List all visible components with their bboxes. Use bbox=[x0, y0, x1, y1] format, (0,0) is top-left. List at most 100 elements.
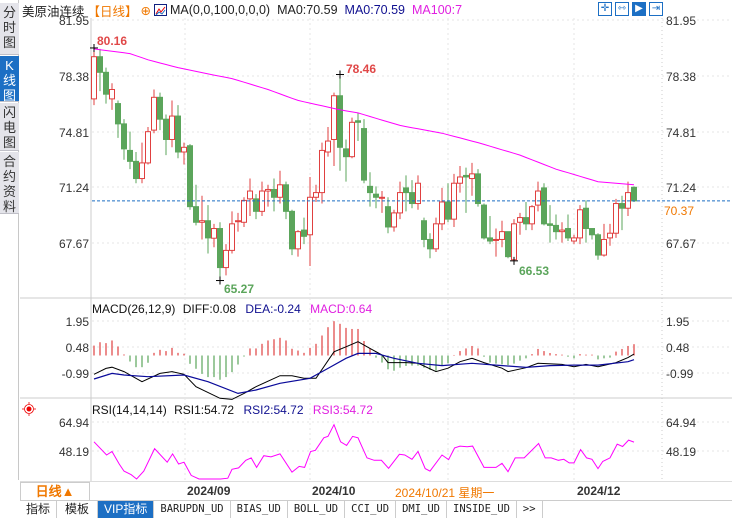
candle-body bbox=[271, 188, 277, 198]
low-annotation: 65.27 bbox=[224, 282, 254, 296]
candle-body bbox=[295, 231, 301, 250]
period-label: 【日线】 bbox=[87, 4, 138, 19]
tab-cci-ud[interactable]: CCI_UD bbox=[345, 501, 397, 518]
candle bbox=[199, 195, 205, 240]
candle bbox=[229, 211, 235, 254]
circle-plus-icon[interactable]: ⊕ bbox=[140, 3, 152, 18]
rsi-line bbox=[93, 423, 635, 480]
right-price-label: 81.95 bbox=[666, 14, 696, 28]
low-annotation: 66.53 bbox=[519, 264, 549, 278]
side-tab-intraday[interactable]: 分时图 bbox=[0, 3, 19, 55]
candle-body bbox=[301, 229, 307, 237]
candle bbox=[631, 186, 637, 202]
tab-templates[interactable]: 模板 bbox=[57, 501, 99, 518]
left-price-label: 67.67 bbox=[59, 237, 89, 251]
candle bbox=[529, 205, 535, 231]
candle bbox=[235, 212, 241, 232]
candle-body bbox=[367, 185, 373, 194]
candle-body bbox=[577, 209, 583, 239]
ma-params: MA(0,0,100,0,0,0) bbox=[170, 3, 271, 17]
candle-body bbox=[325, 140, 331, 153]
candle bbox=[337, 74, 343, 171]
tab-dmi-ud[interactable]: DMI_UD bbox=[396, 501, 447, 518]
candle-body bbox=[415, 182, 421, 205]
rsi3-value: RSI3:54.72 bbox=[313, 403, 373, 417]
candle-body bbox=[193, 206, 199, 223]
candle bbox=[385, 197, 391, 234]
ma100-value: MA100:7 bbox=[412, 3, 463, 17]
candle bbox=[295, 230, 301, 257]
candle-body bbox=[607, 232, 613, 239]
rsi-axis-label: 48.19 bbox=[59, 445, 89, 459]
candle bbox=[163, 114, 169, 156]
rsi-axis-label: 48.19 bbox=[666, 445, 696, 459]
candle-body bbox=[343, 148, 349, 158]
candle bbox=[289, 209, 295, 256]
candle-body bbox=[469, 173, 475, 180]
candle-body bbox=[241, 199, 247, 223]
candle-body bbox=[535, 190, 541, 206]
candle-body bbox=[511, 223, 517, 261]
candle bbox=[415, 175, 421, 210]
macd-axis-label: -0.99 bbox=[666, 367, 694, 381]
tab-inside-ud[interactable]: INSIDE_UD bbox=[447, 501, 517, 518]
candle bbox=[541, 183, 547, 226]
period-selector[interactable]: 日线▲ bbox=[20, 482, 90, 501]
range-select-icon[interactable]: ⇿ bbox=[615, 2, 629, 16]
rsi-axis-label: 64.94 bbox=[666, 416, 696, 430]
candle bbox=[151, 89, 157, 134]
high-annotation: 78.46 bbox=[346, 62, 376, 76]
candle-body bbox=[499, 231, 505, 240]
left-price-label: 81.95 bbox=[59, 14, 89, 28]
candle-body bbox=[529, 206, 535, 225]
candle-body bbox=[493, 238, 499, 241]
candle bbox=[391, 209, 397, 232]
candle bbox=[409, 180, 415, 209]
candle-body bbox=[445, 201, 451, 220]
candle bbox=[475, 169, 481, 207]
candle bbox=[247, 178, 253, 217]
candle bbox=[487, 216, 493, 245]
candle-body bbox=[109, 89, 115, 100]
candle bbox=[625, 181, 631, 217]
candle-body bbox=[223, 249, 229, 269]
jump-end-icon[interactable]: ⇥ bbox=[649, 2, 663, 16]
high-annotation: 80.16 bbox=[97, 34, 127, 48]
candle bbox=[97, 48, 103, 92]
tab-barupdn-ud[interactable]: BARUPDN_UD bbox=[154, 501, 231, 518]
candle-body bbox=[289, 210, 295, 250]
tab-bias-ud[interactable]: BIAS_UD bbox=[231, 501, 288, 518]
candle-body bbox=[373, 193, 379, 198]
candle-body bbox=[481, 204, 487, 239]
candle-body bbox=[379, 196, 385, 199]
play-cursor-icon[interactable]: ▶ bbox=[632, 2, 646, 16]
side-tab-strip: 分时图 K线图 闪电图 合约资料 bbox=[0, 0, 19, 480]
rsi-settings-icon[interactable] bbox=[22, 402, 36, 416]
ma-chart-icon[interactable] bbox=[154, 4, 168, 16]
tab-boll-ud[interactable]: BOLL_UD bbox=[288, 501, 346, 518]
candle bbox=[205, 205, 211, 254]
candle-body bbox=[571, 237, 577, 242]
tab-vip-indicators[interactable]: VIP指标 bbox=[98, 501, 155, 518]
x-axis-label: 2024/10 bbox=[312, 484, 356, 498]
side-tab-contract-info[interactable]: 合约资料 bbox=[0, 152, 19, 214]
candle bbox=[145, 126, 151, 165]
candle bbox=[613, 198, 619, 238]
candle bbox=[283, 181, 289, 220]
candle-body bbox=[355, 120, 361, 123]
candle bbox=[421, 217, 427, 248]
tabs-more-button[interactable]: >> bbox=[517, 501, 543, 518]
crosshair-icon[interactable]: ✛ bbox=[598, 2, 612, 16]
candle bbox=[271, 178, 277, 212]
candle-body bbox=[439, 201, 445, 225]
candle bbox=[265, 184, 271, 207]
side-tab-kline[interactable]: K线图 bbox=[0, 56, 19, 103]
tab-indicators[interactable]: 指标 bbox=[20, 501, 58, 518]
macd-axis-label: 1.95 bbox=[66, 315, 90, 329]
kline-chart[interactable]: 81.95 78.38 74.81 71.24 67.67 81.95 78.3… bbox=[0, 0, 732, 481]
candle-body bbox=[187, 145, 193, 208]
candle-body bbox=[337, 95, 343, 148]
left-price-label: 71.24 bbox=[59, 181, 89, 195]
side-tab-flash[interactable]: 闪电图 bbox=[0, 103, 19, 151]
candle bbox=[241, 197, 247, 227]
